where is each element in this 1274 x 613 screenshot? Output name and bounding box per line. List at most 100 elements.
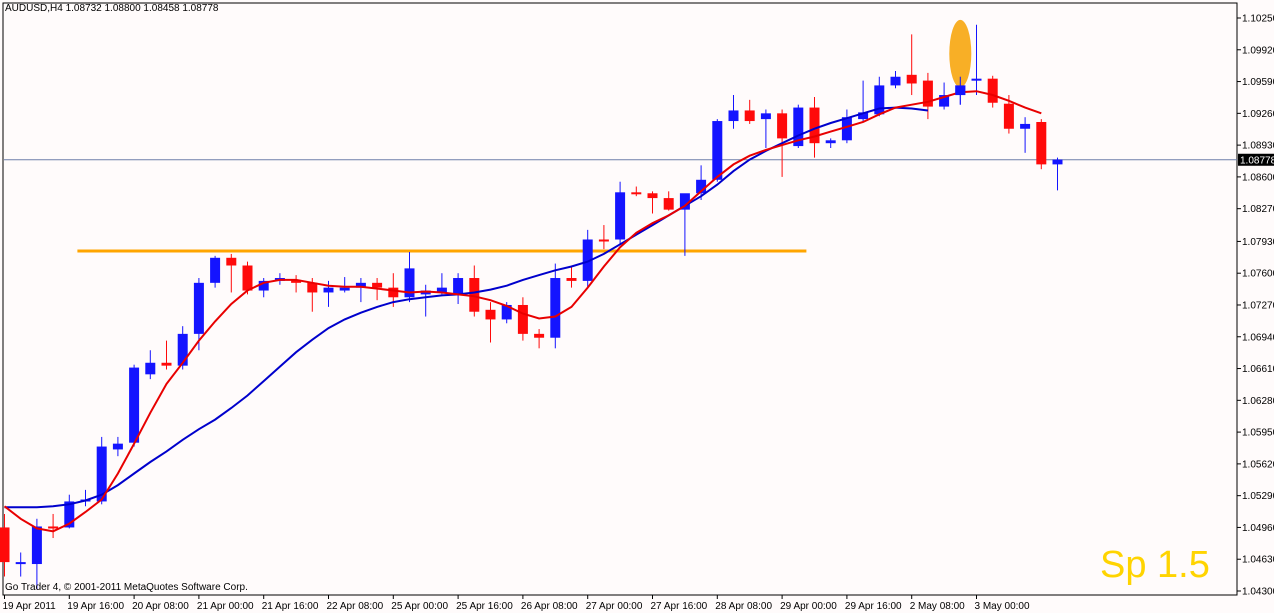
y-tick-label: 1.08600 xyxy=(1242,172,1274,183)
candle-body xyxy=(1036,122,1047,165)
candle-body xyxy=(112,443,123,450)
candle-body xyxy=(31,526,42,565)
candle-body xyxy=(242,265,253,291)
candle-body xyxy=(48,526,59,529)
candle-body xyxy=(712,121,723,180)
candle-body xyxy=(647,193,658,199)
candle-body xyxy=(177,333,188,366)
candle-body xyxy=(615,192,626,240)
y-tick-label: 1.07600 xyxy=(1242,269,1274,280)
candle-body xyxy=(339,287,350,291)
candle-body xyxy=(971,78,982,81)
candle-body xyxy=(64,501,75,528)
y-tick-label: 1.06610 xyxy=(1242,364,1274,375)
candle-body xyxy=(825,140,836,144)
x-tick-label: 29 Apr 16:00 xyxy=(845,601,902,612)
candle-body xyxy=(841,117,852,141)
x-axis: 19 Apr 2011 19 Apr 16:00 20 Apr 08:00 21 Ap… xyxy=(3,595,1030,612)
ma-layer xyxy=(3,90,1042,533)
y-tick-label: 1.04960 xyxy=(1242,523,1274,534)
candle-body xyxy=(453,278,464,295)
current-price-layer: 1.08778 xyxy=(1238,153,1274,166)
candle-body xyxy=(1052,159,1063,165)
candle-body xyxy=(404,268,415,298)
x-tick-label: 3 May 00:00 xyxy=(975,601,1030,612)
highlight-ellipse xyxy=(949,19,972,88)
candle-body xyxy=(987,78,998,103)
candle-body xyxy=(355,282,366,288)
candle-body xyxy=(566,278,577,281)
x-tick-label: 25 Apr 16:00 xyxy=(456,601,513,612)
candle-body xyxy=(890,76,901,86)
candle-body xyxy=(145,362,156,375)
candle-body xyxy=(793,107,804,147)
highlight-layer xyxy=(949,19,972,105)
y-tick-label: 1.04300 xyxy=(1242,587,1274,598)
spread-label: Sp 1.5 xyxy=(1100,544,1210,586)
y-tick-label: 1.10250 xyxy=(1242,14,1274,25)
y-tick-label: 1.06940 xyxy=(1242,332,1274,343)
candle-body xyxy=(469,278,480,312)
candle-body xyxy=(96,446,107,502)
candle-body xyxy=(517,304,528,334)
candle-body xyxy=(307,282,318,293)
y-tick-label: 1.05950 xyxy=(1242,428,1274,439)
candle-body xyxy=(161,362,172,366)
fast-moving-average xyxy=(3,90,1042,533)
candle-body xyxy=(436,287,447,293)
candle-body xyxy=(582,239,593,281)
candle-body xyxy=(696,179,707,194)
candle-body xyxy=(744,110,755,122)
candle-body xyxy=(15,562,26,565)
chart-title: AUDUSD,H4 1.08732 1.08800 1.08458 1.0877… xyxy=(5,3,219,14)
plot-area xyxy=(2,2,1238,596)
candle-body xyxy=(939,95,950,107)
y-tick-label: 1.07270 xyxy=(1242,300,1274,311)
candle-body xyxy=(226,257,237,266)
candle-body xyxy=(679,193,690,210)
x-tick-label: 21 Apr 00:00 xyxy=(197,601,254,612)
y-tick-label: 1.07930 xyxy=(1242,237,1274,248)
candle-body xyxy=(388,287,399,298)
x-tick-label: 27 Apr 00:00 xyxy=(586,601,643,612)
x-tick-label: 27 Apr 16:00 xyxy=(651,601,708,612)
candle-body xyxy=(1020,123,1031,129)
y-axis: 1.10250 1.09920 1.09590 1.09260 1.08930 1.086… xyxy=(1237,14,1274,598)
y-tick-label: 1.08270 xyxy=(1242,204,1274,215)
candle-body xyxy=(922,80,933,107)
x-tick-label: 19 Apr 16:00 xyxy=(67,601,124,612)
candle-body xyxy=(777,113,788,139)
candle-body xyxy=(0,527,10,563)
candle-body xyxy=(323,287,334,293)
candle-body xyxy=(728,110,739,122)
candle-body xyxy=(372,282,383,288)
y-tick-label: 1.05290 xyxy=(1242,491,1274,502)
x-tick-label: 29 Apr 00:00 xyxy=(780,601,837,612)
x-tick-label: 28 Apr 08:00 xyxy=(715,601,772,612)
current-price-label: 1.08778 xyxy=(1240,155,1274,166)
y-tick-label: 1.09260 xyxy=(1242,109,1274,120)
highlight-candle-body xyxy=(955,85,966,96)
y-tick-label: 1.08930 xyxy=(1242,141,1274,152)
candle-body xyxy=(193,282,204,334)
candle-body xyxy=(291,279,302,283)
x-tick-label: 21 Apr 16:00 xyxy=(262,601,319,612)
y-tick-label: 1.09590 xyxy=(1242,77,1274,88)
copyright-text: Go Trader 4, © 2001-2011 MetaQuotes Soft… xyxy=(5,582,248,593)
candle-body xyxy=(809,107,820,144)
candle-body xyxy=(258,280,269,291)
candle-body xyxy=(210,257,221,283)
candle-body xyxy=(598,239,609,242)
x-tick-label: 2 May 08:00 xyxy=(910,601,965,612)
candle-body xyxy=(534,333,545,338)
candle-body xyxy=(858,112,869,120)
y-tick-label: 1.09920 xyxy=(1242,45,1274,56)
candle-body xyxy=(631,192,642,195)
current-price-box xyxy=(1238,153,1274,166)
candle-body xyxy=(501,304,512,320)
x-tick-label: 26 Apr 08:00 xyxy=(521,601,578,612)
x-tick-label: 19 Apr 2011 xyxy=(3,601,57,612)
x-tick-label: 20 Apr 08:00 xyxy=(132,601,189,612)
